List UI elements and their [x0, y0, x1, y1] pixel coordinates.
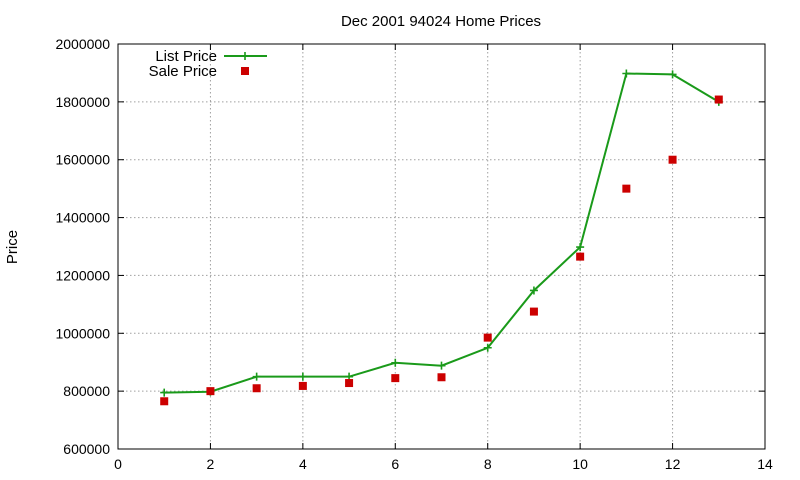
x-tick-label: 0 [114, 456, 122, 472]
list-price-point [668, 70, 677, 79]
sale-price-point [391, 374, 400, 383]
x-tick-label: 2 [207, 456, 215, 472]
sale-price-point [714, 95, 723, 104]
sale-price-point [668, 155, 677, 164]
y-tick-label: 1000000 [55, 325, 110, 341]
y-tick-label: 1800000 [55, 94, 110, 110]
list-price-point [483, 343, 492, 352]
sale-price-point [298, 381, 307, 390]
sale-price-point [206, 387, 215, 396]
legend: List Price Sale Price [149, 48, 267, 80]
sale-price-point [483, 333, 492, 342]
list-price-point [252, 372, 261, 381]
y-tick-label: 800000 [63, 383, 110, 399]
x-tick-label: 14 [757, 456, 773, 472]
x-tick-label: 8 [484, 456, 492, 472]
y-tick-label: 600000 [63, 441, 110, 457]
sale-price-point [529, 307, 538, 316]
sale-price-point [576, 252, 585, 261]
plot-frame [117, 43, 766, 450]
x-tick-label: 12 [665, 456, 681, 472]
legend-label-sale-price: Sale Price [149, 63, 217, 80]
x-tick-label: 6 [391, 456, 399, 472]
y-axis-label: Price [4, 230, 21, 264]
sale-price-point [252, 384, 261, 393]
x-tick-label: 10 [572, 456, 588, 472]
y-tick-label: 1200000 [55, 267, 110, 283]
sale-price-point [437, 373, 446, 382]
sale-price-point [345, 379, 354, 388]
y-tick-label: 1600000 [55, 152, 110, 168]
list-price-point [160, 388, 169, 397]
series-line-list-price [164, 72, 720, 394]
x-tick-label: 4 [299, 456, 307, 472]
legend-label-list-price: List Price [155, 48, 217, 65]
sale-price-point [160, 397, 169, 406]
y-tick-label: 1400000 [55, 210, 110, 226]
list-price-point [529, 286, 538, 295]
series [160, 69, 723, 406]
list-price-point [437, 361, 446, 370]
list-price-point [391, 358, 400, 367]
y-tick-label: 2000000 [55, 36, 110, 52]
legend-marker-list-price [241, 52, 249, 60]
sale-price-point [622, 184, 631, 193]
grid [118, 44, 765, 449]
list-price-point [622, 69, 631, 78]
legend-marker-sale-price [241, 67, 249, 75]
chart-title: Dec 2001 94024 Home Prices [341, 13, 541, 30]
list-price-point [576, 243, 585, 252]
list-price-point [298, 372, 307, 381]
